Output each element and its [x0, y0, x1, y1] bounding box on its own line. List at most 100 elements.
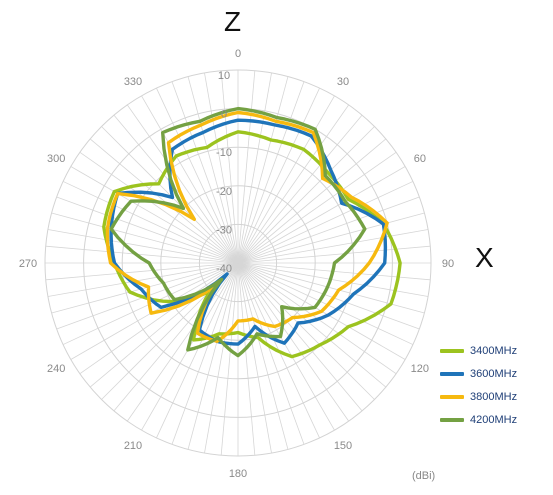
- series-line: [109, 106, 367, 358]
- spoke-line: [141, 95, 239, 264]
- unit-label: (dBi): [412, 470, 436, 482]
- angle-tick-label: 150: [334, 440, 352, 452]
- spoke-line: [237, 76, 289, 264]
- radial-tick-label: -30: [216, 224, 232, 236]
- angle-tick-label: 30: [337, 76, 349, 88]
- spoke-line: [237, 262, 289, 450]
- spoke-line: [237, 138, 387, 264]
- spoke-line: [237, 87, 320, 264]
- radial-tick-label: -40: [216, 263, 232, 275]
- spoke-line: [237, 126, 375, 264]
- angle-tick-label: 240: [47, 363, 65, 375]
- z-axis-label: Z: [224, 6, 242, 37]
- legend-item: 3400MHz: [440, 339, 517, 362]
- spoke-line: [220, 70, 239, 264]
- spoke-line: [51, 212, 239, 264]
- ring-circle: [160, 185, 316, 341]
- series-layer: [102, 106, 402, 359]
- spoke-line: [89, 138, 239, 264]
- spoke-line: [237, 166, 406, 264]
- radial-tick-label: -10: [216, 147, 232, 159]
- spoke-line: [237, 196, 420, 264]
- spoke-line: [237, 151, 397, 264]
- x-axis-label: X: [475, 242, 494, 273]
- ring-circle: [44, 69, 432, 457]
- spoke-line: [237, 229, 429, 264]
- spoke-line: [237, 262, 350, 422]
- spoke-line: [237, 262, 272, 454]
- spoke-line: [171, 81, 239, 264]
- spoke-line: [126, 104, 239, 264]
- spoke-line: [156, 87, 239, 264]
- spoke-line: [237, 262, 256, 456]
- spoke-line: [79, 151, 239, 264]
- spoke-line: [237, 245, 431, 264]
- spoke-line: [237, 262, 335, 431]
- spoke-line: [47, 262, 239, 297]
- series-line: [102, 130, 402, 359]
- spoke-line: [220, 262, 239, 456]
- radial-tick-label: -20: [216, 186, 232, 198]
- spoke-line: [237, 212, 425, 264]
- spoke-line: [56, 196, 239, 264]
- spoke-line: [187, 76, 239, 264]
- angle-tick-label: 0: [235, 48, 241, 60]
- spoke-line: [237, 262, 414, 345]
- spoke-line: [237, 72, 272, 264]
- legend: 3400MHz 3600MHz 3800MHz 4200MHz: [440, 339, 517, 431]
- spoke-line: [79, 262, 239, 375]
- spoke-line: [62, 181, 239, 264]
- spoke-line: [237, 81, 305, 264]
- angle-tick-label: 180: [229, 468, 247, 480]
- radial-gridlines: [44, 69, 432, 457]
- spoke-line: [187, 262, 239, 450]
- angle-tick-label: 90: [442, 258, 454, 270]
- spoke-line: [237, 95, 335, 264]
- spoke-line: [237, 262, 305, 445]
- radial-tick-label: 0: [221, 109, 227, 121]
- ring-circle: [121, 146, 355, 380]
- spoke-line: [51, 262, 239, 314]
- series-line: [105, 110, 389, 343]
- angle-tick-label: 210: [124, 440, 142, 452]
- radial-tick-label: 10: [218, 70, 230, 82]
- angle-tick-label: 60: [414, 153, 426, 165]
- spoke-line: [237, 262, 425, 314]
- spoke-line: [237, 104, 350, 264]
- spoke-line: [156, 262, 239, 439]
- spoke-line: [47, 229, 239, 264]
- legend-item: 4200MHz: [440, 408, 517, 431]
- spoke-line: [70, 166, 239, 264]
- legend-swatch: [440, 348, 464, 353]
- spoke-line: [45, 262, 239, 281]
- angle-tick-label: 120: [411, 363, 429, 375]
- angle-tick-label: 270: [19, 258, 37, 270]
- radial-tick-labels: 10 0 -10 -20 -30 -40: [216, 70, 232, 275]
- spoke-line: [45, 245, 239, 264]
- legend-swatch: [440, 417, 464, 422]
- spoke-line: [237, 262, 375, 400]
- spoke-line: [101, 126, 239, 264]
- legend-item: 3800MHz: [440, 385, 517, 408]
- angle-tick-label: 300: [47, 153, 65, 165]
- angle-tick-labels: 0 30 60 90 120 150 180 210 240 270 300 330: [19, 48, 454, 480]
- angular-gridlines: [45, 70, 431, 456]
- legend-label: 3400MHz: [470, 344, 518, 357]
- legend-swatch: [440, 394, 464, 399]
- legend-label: 3800MHz: [470, 390, 518, 403]
- spoke-line: [237, 181, 414, 264]
- spoke-line: [237, 262, 363, 412]
- spoke-line: [237, 114, 363, 264]
- spoke-line: [171, 262, 239, 445]
- spoke-line: [126, 262, 239, 422]
- spoke-line: [237, 70, 256, 264]
- ring-circle: [198, 223, 278, 303]
- angle-tick-label: 330: [124, 76, 142, 88]
- spoke-line: [204, 72, 239, 264]
- spoke-line: [237, 262, 420, 330]
- legend-swatch: [440, 371, 464, 376]
- legend-item: 3600MHz: [440, 362, 517, 385]
- spoke-line: [204, 262, 239, 454]
- spoke-line: [237, 262, 387, 388]
